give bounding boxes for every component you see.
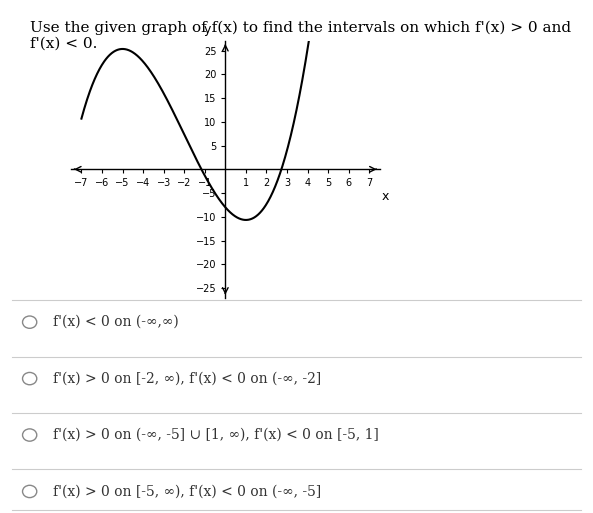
- Text: Use the given graph of f(x) to find the intervals on which f'(x) > 0 and f'(x) <: Use the given graph of f(x) to find the …: [30, 21, 571, 51]
- Text: f'(x) > 0 on [-2, ∞), f'(x) < 0 on (-∞, -2]: f'(x) > 0 on [-2, ∞), f'(x) < 0 on (-∞, …: [53, 371, 321, 386]
- Y-axis label: y: y: [203, 23, 211, 36]
- Text: f'(x) > 0 on (-∞, -5] ∪ [1, ∞), f'(x) < 0 on [-5, 1]: f'(x) > 0 on (-∞, -5] ∪ [1, ∞), f'(x) < …: [53, 428, 380, 442]
- Text: f'(x) < 0 on (-∞,∞): f'(x) < 0 on (-∞,∞): [53, 315, 179, 329]
- X-axis label: x: x: [382, 190, 390, 203]
- Text: f'(x) > 0 on [-5, ∞), f'(x) < 0 on (-∞, -5]: f'(x) > 0 on [-5, ∞), f'(x) < 0 on (-∞, …: [53, 484, 321, 499]
